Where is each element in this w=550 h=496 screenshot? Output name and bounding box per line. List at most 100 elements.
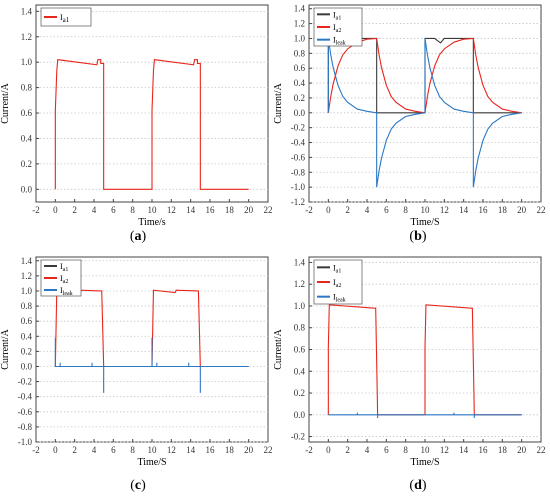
y-tick-label: 1.0 bbox=[294, 301, 306, 311]
y-tick-label: 1.4 bbox=[294, 4, 306, 14]
chart-panel-b: -1.2 -1.0 -0.8 -0.6 -0.4 -0.2 0.0 0.2 0.4 0.6 0.8 1… bbox=[273, 4, 546, 228]
y-tick-label: 0.8 bbox=[21, 301, 33, 311]
x-tick-label: 6 bbox=[384, 445, 389, 455]
y-tick-label: -0.2 bbox=[18, 377, 32, 387]
y-tick-label: -0.4 bbox=[291, 138, 306, 148]
x-tick-label: 12 bbox=[167, 205, 176, 215]
series-line-ia1 bbox=[54, 59, 249, 190]
legend: Ia1 Ia2 Ileak bbox=[313, 259, 363, 305]
y-tick-label: 1.2 bbox=[294, 279, 305, 289]
x-tick-label: 16 bbox=[479, 445, 489, 455]
x-tick-label: 18 bbox=[225, 445, 235, 455]
y-axis-label: Current/A bbox=[273, 328, 284, 369]
y-tick-label: 0.4 bbox=[294, 366, 306, 376]
x-tick-label: 12 bbox=[440, 445, 449, 455]
y-axis-label: Current/A bbox=[0, 328, 11, 369]
x-tick-label: 2 bbox=[345, 205, 350, 215]
x-tick-label: 2 bbox=[72, 205, 77, 215]
x-axis-label: Time/S bbox=[137, 457, 166, 468]
y-tick-label: 0.2 bbox=[294, 388, 305, 398]
x-tick-label: 16 bbox=[479, 205, 489, 215]
x-tick-label: -2 bbox=[305, 205, 313, 215]
x-tick-label: 4 bbox=[92, 445, 97, 455]
y-tick-label: 1.2 bbox=[21, 271, 32, 281]
x-tick-label: 22 bbox=[537, 205, 546, 215]
x-tick-label: 22 bbox=[264, 445, 273, 455]
y-tick-label: -0.6 bbox=[291, 152, 306, 162]
x-tick-label: -2 bbox=[32, 445, 40, 455]
y-axis-label: Current/A bbox=[0, 82, 11, 123]
legend-box bbox=[40, 7, 92, 27]
y-tick-label: 0.6 bbox=[294, 345, 306, 355]
panel-caption: (c) bbox=[130, 478, 146, 493]
legend-label: Ia2 bbox=[333, 278, 341, 289]
y-tick-label: -0.6 bbox=[18, 407, 33, 417]
x-tick-label: 0 bbox=[53, 445, 58, 455]
y-tick-label: 1.4 bbox=[294, 257, 306, 267]
x-tick-label: -2 bbox=[32, 205, 40, 215]
x-tick-label: 14 bbox=[459, 205, 469, 215]
y-tick-label: -0.8 bbox=[18, 422, 33, 432]
panel-caption: (b) bbox=[409, 229, 426, 244]
legend-label: Ia1 bbox=[333, 10, 341, 21]
legend-label: Ia1 bbox=[60, 13, 70, 24]
panel-caption: (d) bbox=[409, 478, 426, 493]
y-tick-label: 0.8 bbox=[294, 48, 306, 58]
x-tick-label: 22 bbox=[537, 445, 546, 455]
y-tick-label: 0.2 bbox=[294, 93, 305, 103]
legend: Ia1 bbox=[40, 7, 92, 27]
x-tick-label: 6 bbox=[384, 205, 389, 215]
x-tick-label: -2 bbox=[305, 445, 313, 455]
x-tick-label: 10 bbox=[148, 205, 158, 215]
y-tick-label: 0.6 bbox=[21, 316, 33, 326]
y-tick-label: 0.6 bbox=[294, 63, 306, 73]
y-tick-label: -0.4 bbox=[18, 392, 33, 402]
y-tick-label: 0.0 bbox=[21, 361, 33, 371]
y-axis-label: Current/A bbox=[273, 82, 284, 123]
series-line-ia2 bbox=[327, 304, 522, 416]
y-tick-label: 0.8 bbox=[21, 83, 33, 93]
y-tick-label: 0.2 bbox=[21, 346, 32, 356]
x-tick-label: 8 bbox=[403, 445, 408, 455]
y-tick-label: 1.0 bbox=[294, 33, 306, 43]
y-tick-label: 0.0 bbox=[294, 108, 306, 118]
x-tick-label: 2 bbox=[345, 445, 350, 455]
x-tick-label: 18 bbox=[498, 205, 508, 215]
x-axis-label: Time/S bbox=[410, 457, 439, 468]
y-tick-label: 1.4 bbox=[21, 256, 33, 266]
y-tick-label: 1.0 bbox=[21, 57, 33, 67]
y-tick-label: 0.2 bbox=[21, 159, 32, 169]
x-tick-label: 14 bbox=[186, 445, 196, 455]
y-tick-label: 1.0 bbox=[21, 286, 33, 296]
x-tick-label: 18 bbox=[498, 445, 508, 455]
y-tick-label: -1.2 bbox=[291, 197, 305, 207]
x-tick-label: 12 bbox=[440, 205, 449, 215]
x-tick-label: 0 bbox=[326, 445, 331, 455]
x-tick-label: 4 bbox=[365, 205, 370, 215]
x-tick-label: 14 bbox=[186, 205, 196, 215]
x-tick-label: 6 bbox=[111, 205, 116, 215]
x-tick-label: 4 bbox=[92, 205, 97, 215]
y-tick-label: 0.4 bbox=[21, 133, 33, 143]
x-tick-label: 0 bbox=[326, 205, 331, 215]
series-line-ileak bbox=[328, 412, 522, 419]
x-tick-label: 14 bbox=[459, 445, 469, 455]
y-tick-label: -1.0 bbox=[291, 182, 306, 192]
y-tick-label: 0.6 bbox=[21, 108, 33, 118]
y-tick-label: 1.4 bbox=[21, 6, 33, 16]
x-tick-label: 12 bbox=[167, 445, 176, 455]
legend-label: Ia2 bbox=[333, 23, 341, 34]
y-tick-label: 1.2 bbox=[294, 19, 305, 29]
x-tick-label: 10 bbox=[421, 205, 431, 215]
legend-label: Ia1 bbox=[60, 262, 68, 273]
y-tick-label: -0.2 bbox=[291, 432, 305, 442]
x-tick-label: 20 bbox=[517, 205, 527, 215]
x-tick-label: 4 bbox=[365, 445, 370, 455]
chart-panel-d: -0.2 0.0 0.2 0.4 0.6 0.8 1.0 1.2 1.4 -2 0 2 4 6 8 10 12 1… bbox=[273, 256, 546, 468]
x-axis-label: Time/s bbox=[138, 217, 166, 228]
x-tick-label: 0 bbox=[53, 205, 58, 215]
x-tick-label: 6 bbox=[111, 445, 116, 455]
y-tick-label: 0.0 bbox=[294, 410, 306, 420]
x-tick-label: 22 bbox=[264, 205, 273, 215]
